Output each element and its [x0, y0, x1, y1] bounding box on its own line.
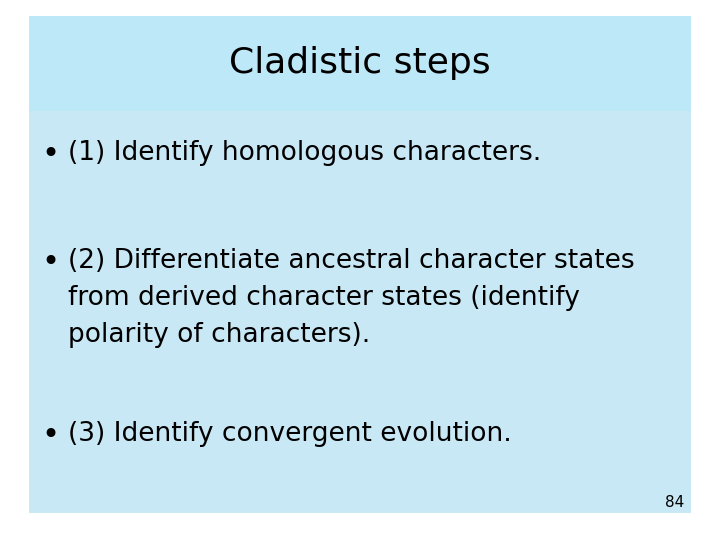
Text: (1) Identify homologous characters.: (1) Identify homologous characters. [68, 140, 541, 166]
FancyBboxPatch shape [29, 16, 691, 111]
Text: •: • [41, 140, 60, 170]
Text: •: • [41, 421, 60, 450]
Text: Cladistic steps: Cladistic steps [229, 46, 491, 80]
Text: from derived character states (identify: from derived character states (identify [68, 285, 580, 311]
Text: 84: 84 [665, 495, 684, 510]
Text: (2) Differentiate ancestral character states: (2) Differentiate ancestral character st… [68, 248, 635, 274]
Text: •: • [41, 248, 60, 278]
FancyBboxPatch shape [29, 111, 691, 513]
Text: (3) Identify convergent evolution.: (3) Identify convergent evolution. [68, 421, 512, 447]
Text: polarity of characters).: polarity of characters). [68, 322, 371, 348]
